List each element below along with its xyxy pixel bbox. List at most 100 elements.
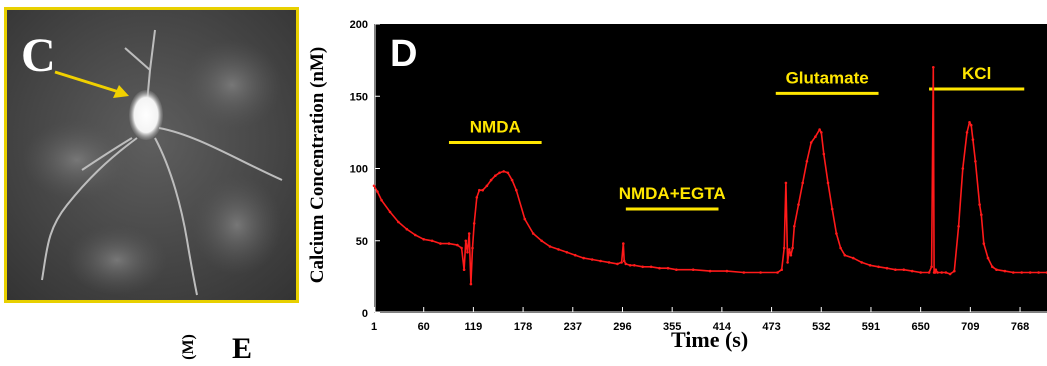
neuron-image [7,10,296,300]
data-point [978,203,981,206]
x-tick-label: 1 [371,321,377,333]
data-point [860,261,863,264]
data-point [622,259,626,263]
data-point [422,238,425,241]
data-point [622,242,625,245]
data-point [574,253,577,257]
x-tick-label: 178 [514,321,532,333]
data-point [372,184,376,188]
data-point [852,256,855,260]
x-tick-label: 473 [762,321,780,333]
data-point [940,271,943,274]
data-point [462,268,466,271]
data-point [515,188,518,192]
data-point [927,271,931,274]
data-point [805,160,809,163]
y-tick-label: 200 [350,19,368,31]
data-point [780,268,783,271]
data-point [658,266,661,270]
data-point [971,138,975,141]
data-point [948,272,952,276]
data-point [478,188,481,192]
x-tick-label: 414 [713,321,732,333]
data-point [936,271,939,274]
data-point [430,239,434,243]
annotation-label: Glutamate [786,68,869,87]
data-point [565,251,569,254]
data-point [786,261,789,264]
data-point [599,259,602,263]
data-point [725,269,729,273]
data-point [607,261,611,264]
x-tick-label: 532 [812,321,830,333]
annotation-label: NMDA [470,117,521,136]
data-point [820,131,823,134]
data-point [910,269,914,273]
data-point [968,121,971,124]
data-point [456,243,459,247]
data-point [523,217,527,221]
data-point [691,268,695,271]
x-tick-label: 119 [465,321,483,333]
data-point [388,210,392,214]
data-point [469,282,473,286]
y-tick-label: 50 [356,236,368,248]
data-point [934,268,938,271]
annotation-label: NMDA+EGTA [619,184,726,203]
data-point [481,188,484,192]
x-tick-label: 60 [418,321,430,333]
data-point [986,256,990,260]
data-point [759,271,762,274]
pointer-arrow-icon [54,70,129,98]
panel-letter-d: D [390,33,417,75]
data-point [974,160,977,163]
calcium-chart: 0 50 100 150 200 1 60 119 178 237 296 355 414 473 532 5… [350,19,1047,333]
data-point [944,271,948,274]
rotated-unit-fragment: (M) [179,334,197,360]
data-point [835,232,838,235]
x-tick-label: 650 [911,321,929,333]
data-point [961,167,965,170]
data-point [995,268,998,271]
data-point [965,131,969,134]
data-point [510,178,514,182]
neuron-micrograph-panel: C [4,7,299,303]
data-point [540,239,543,243]
data-point [708,269,712,273]
x-tick-label: 768 [1011,321,1029,333]
data-point [506,171,510,175]
data-point [557,248,560,251]
data-point [1037,271,1040,274]
data-point [582,256,585,260]
data-point [839,246,842,250]
data-point [548,245,552,248]
data-point [742,271,746,274]
data-point [776,271,779,274]
data-point [531,232,535,235]
data-point [814,135,817,138]
data-point [472,222,476,225]
data-point [633,264,636,267]
data-point [919,271,922,274]
y-tick-label: 100 [350,164,368,176]
data-point [649,265,653,269]
data-point [818,128,821,131]
data-point [590,258,594,261]
data-point [466,251,469,254]
data-point [980,213,983,216]
data-point [485,184,489,188]
data-point [620,261,623,264]
data-point [460,246,463,250]
x-tick-label: 296 [613,321,631,333]
annotation-label: KCl [962,64,991,83]
data-point [830,207,834,211]
data-point [498,171,501,175]
data-point [957,225,960,228]
data-point [376,190,379,193]
data-point [447,242,451,245]
x-tick-label: 355 [663,321,681,333]
data-point [397,220,400,224]
data-point [894,268,897,271]
data-point [991,265,994,269]
x-axis-label: Time (s) [671,327,749,352]
